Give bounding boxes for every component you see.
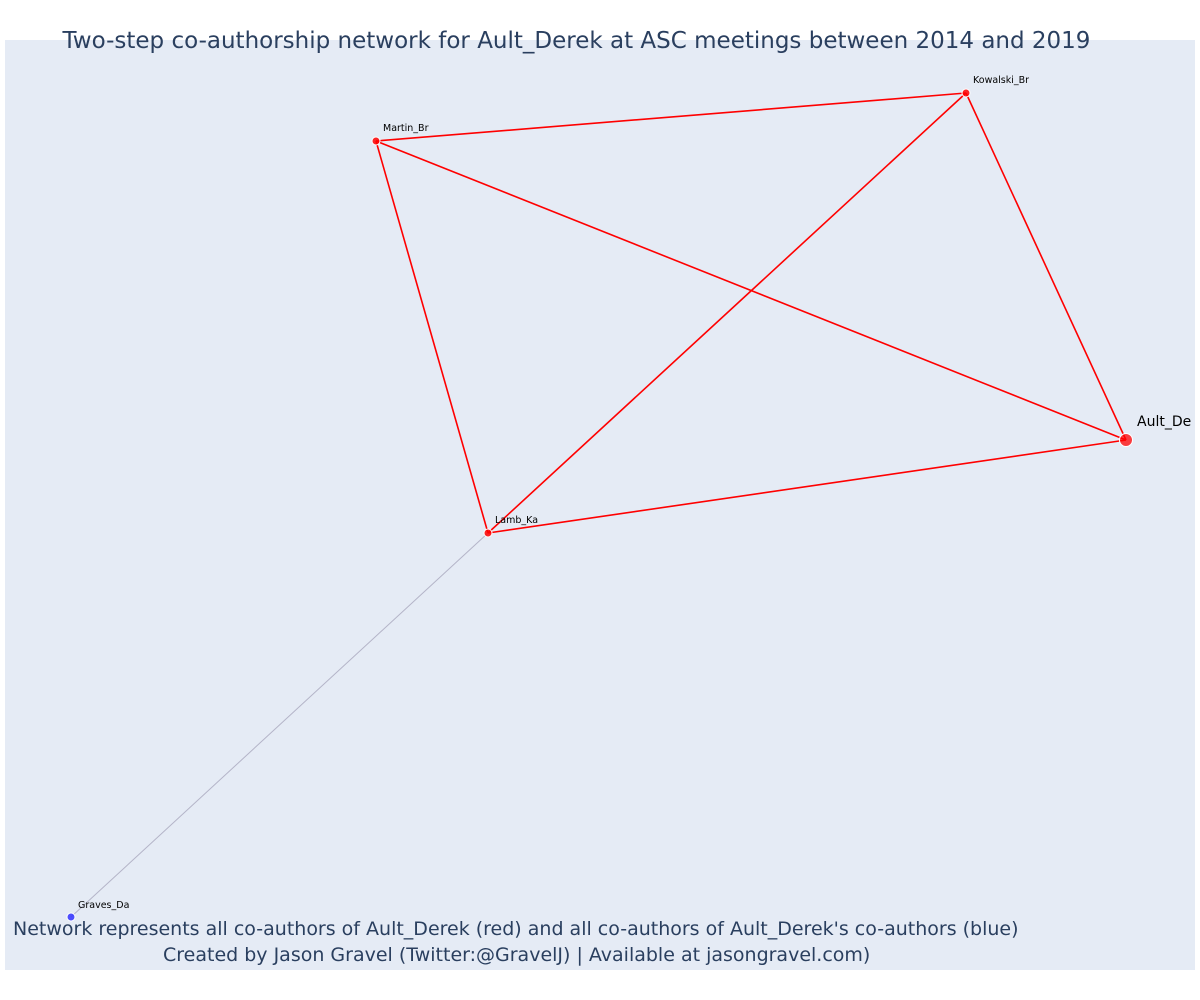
nodes-layer: [66, 88, 1133, 922]
node-kowalski_br[interactable]: [961, 88, 971, 98]
node-label-ault_de: Ault_De: [1137, 414, 1191, 430]
node-label-graves_da: Graves_Da: [78, 900, 129, 911]
node-lamb_ka[interactable]: [483, 528, 493, 538]
plot-background: [5, 40, 1195, 970]
footnote-legend: Network represents all co-authors of Aul…: [13, 918, 1019, 940]
edge-martin_br-lamb_ka: [375, 140, 489, 534]
edge-lamb_ka-graves_da: [70, 532, 489, 918]
edge-kowalski_br-lamb_ka: [487, 92, 967, 534]
node-label-lamb_ka: Lamb_Ka: [495, 515, 538, 526]
node-label-kowalski_br: Kowalski_Br: [973, 75, 1029, 86]
node-ault_de[interactable]: [1119, 433, 1133, 447]
edge-lamb_ka-ault_de: [487, 439, 1127, 534]
node-graves_da[interactable]: [66, 912, 76, 922]
edge-kowalski_br-ault_de: [965, 92, 1127, 441]
node-martin_br[interactable]: [371, 136, 381, 146]
node-label-martin_br: Martin_Br: [383, 123, 429, 134]
edges-layer: [70, 92, 1127, 918]
chart-title: Two-step co-authorship network for Ault_…: [62, 28, 1091, 54]
edge-martin_br-kowalski_br: [375, 92, 967, 142]
footnote-credit: Created by Jason Gravel (Twitter:@Gravel…: [163, 944, 871, 966]
labels-layer: Ault_De Kowalski_Br Martin_Br Lamb_Ka Graves…: [78, 75, 1191, 911]
